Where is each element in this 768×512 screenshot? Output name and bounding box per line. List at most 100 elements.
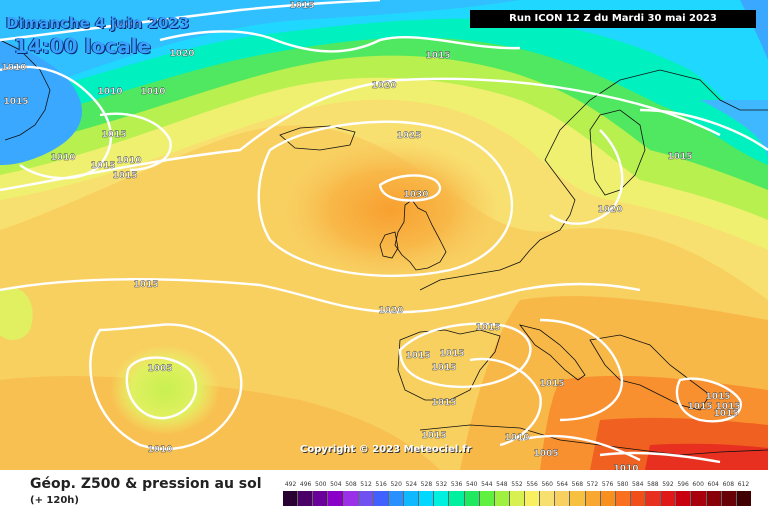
coastlines — [0, 39, 768, 456]
scale-swatch — [630, 491, 646, 506]
isobar-label: 1015 — [431, 363, 456, 373]
scale-swatch — [358, 491, 374, 506]
isobar-label: 1010 — [50, 153, 75, 163]
isobar-label: 1015 — [713, 409, 738, 419]
color-scale-labels: 492 496 500 504 508 512 516 520 524 528 532 536 540 5… — [283, 481, 751, 490]
isobar-1030-ring — [378, 174, 442, 202]
isobar-label: 1005 — [533, 449, 558, 459]
scale-label: 520 — [390, 481, 402, 488]
isobar-label: 1020 — [371, 81, 396, 91]
scale-swatch — [691, 491, 707, 506]
scale-swatch — [706, 491, 722, 506]
scale-label: 608 — [722, 481, 735, 488]
isobar-label: 1015 — [667, 152, 692, 162]
isobar-1015-north — [0, 0, 381, 42]
scale-label: 592 — [662, 481, 674, 488]
isobar-label: 1015 — [715, 402, 740, 412]
isobar-1015-east — [639, 108, 768, 151]
scale-label: 540 — [465, 481, 478, 488]
coast-italy — [519, 324, 586, 381]
scale-label: 584 — [632, 481, 644, 488]
scale-swatch — [509, 491, 525, 506]
high-pressure-core — [280, 140, 500, 280]
coast-north-europe — [419, 69, 768, 291]
scale-swatch — [600, 491, 616, 506]
scale-swatch — [328, 491, 344, 506]
scale-swatch — [540, 491, 556, 506]
forecast-time: 14:00 locale — [14, 34, 151, 58]
scale-label: 552 — [511, 481, 523, 488]
scale-swatch — [721, 491, 737, 506]
isobar-label: 1010 — [613, 464, 638, 470]
isobar-1010-med — [469, 357, 542, 447]
color-scale-bar — [283, 491, 751, 506]
scale-swatch — [661, 491, 677, 506]
isobar-label: 1015 — [289, 1, 314, 11]
scale-swatch — [555, 491, 571, 506]
isobar-1020-south — [0, 278, 641, 314]
scale-swatch — [736, 491, 751, 506]
coast-scandinavia-east — [589, 109, 646, 196]
copyright-text: Copyright © 2023 Meteociel.fr — [300, 444, 472, 455]
coast-greenland — [0, 39, 51, 141]
isobar-label: 1015 — [101, 130, 126, 140]
scale-swatch — [283, 491, 299, 506]
model-run-info: Run ICON 12 Z du Mardi 30 mai 2023 — [470, 10, 756, 28]
z500-band-520-east — [740, 0, 768, 60]
isobar-label: 1020 — [169, 49, 194, 59]
scale-label: 576 — [601, 481, 614, 488]
scale-label: 524 — [405, 481, 418, 488]
isobar-label: 1010 — [116, 156, 141, 166]
isobar-label: 1020 — [378, 306, 403, 316]
scale-swatch — [449, 491, 465, 506]
isobar-label: 1015 — [705, 392, 730, 402]
isobar-label: 1015 — [687, 402, 712, 412]
scale-swatch — [494, 491, 510, 506]
isobar-label: 1010 — [147, 445, 172, 455]
scale-swatch — [313, 491, 329, 506]
isobar-1005-low — [125, 356, 197, 420]
z500-band-572-west — [0, 376, 440, 470]
scale-swatch — [298, 491, 314, 506]
isobar-label: 1015 — [90, 161, 115, 171]
scale-swatch — [404, 491, 420, 506]
isobar-1015-italy — [539, 318, 623, 422]
scale-swatch — [615, 491, 631, 506]
scale-label: 604 — [707, 481, 719, 488]
scale-label: 532 — [435, 481, 448, 488]
scale-label: 492 — [284, 481, 297, 488]
scale-label: 528 — [420, 481, 433, 488]
isobar-label: 1015 — [112, 171, 137, 181]
scale-label: 560 — [541, 481, 553, 488]
forecast-date: Dimanche 4 juin 2023 — [6, 14, 190, 32]
scale-swatch — [646, 491, 662, 506]
isobar-label: 1010 — [504, 433, 529, 443]
z500-band-556-west — [0, 287, 33, 340]
isobar-label: 1030 — [403, 190, 428, 200]
scale-label: 600 — [692, 481, 704, 488]
scale-label: 564 — [556, 481, 569, 488]
isobar-label: 1015 — [3, 97, 28, 107]
isobar-label: 1010 — [140, 87, 165, 97]
isobar-label: 1015 — [425, 51, 450, 61]
isobar-label: 1005 — [147, 364, 172, 374]
scale-swatch — [388, 491, 404, 506]
isobar-1010-sea — [99, 112, 172, 172]
scale-label: 536 — [450, 481, 463, 488]
isobar-label: 1020 — [597, 205, 622, 215]
isobar-label: 1015 — [431, 398, 456, 408]
isobar-label: 1015 — [475, 323, 500, 333]
z500-band-524 — [0, 0, 520, 100]
scale-label: 544 — [481, 481, 493, 488]
coast-ireland — [379, 231, 399, 259]
scale-swatch — [464, 491, 480, 506]
isobar-1010-low — [89, 323, 243, 451]
isobar-label: 1025 — [396, 131, 421, 141]
scale-swatch — [525, 491, 541, 506]
scale-swatch — [373, 491, 389, 506]
scale-label: 512 — [360, 481, 372, 488]
scale-swatch — [570, 491, 586, 506]
z500-band-520 — [0, 40, 82, 165]
coast-iberia — [397, 329, 501, 401]
